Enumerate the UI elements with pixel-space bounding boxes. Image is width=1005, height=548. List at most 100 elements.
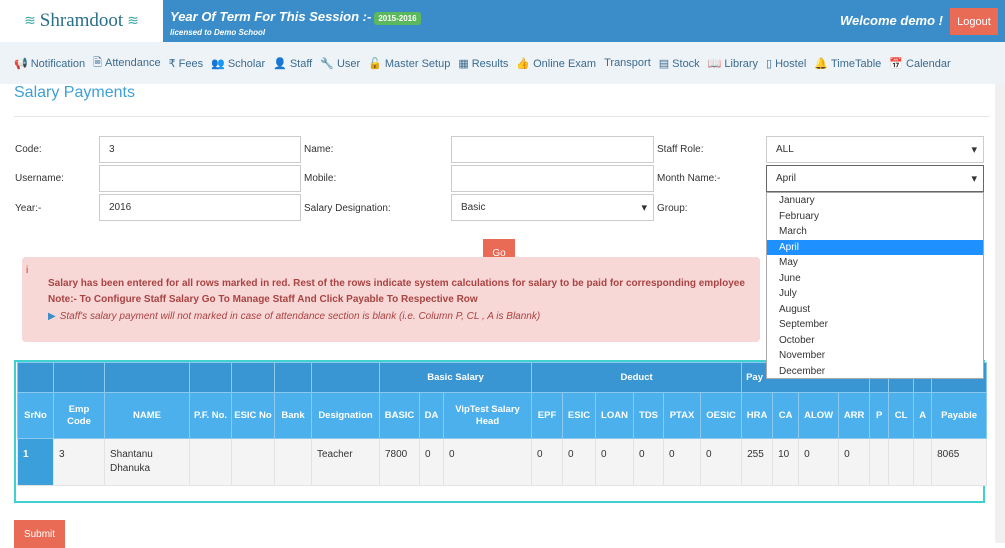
nav-item-results[interactable]: ▦ Results <box>458 57 508 70</box>
column-header: SrNo <box>17 392 54 439</box>
year-input[interactable]: 2016 <box>99 194 301 221</box>
column-header: TDS <box>633 392 665 439</box>
mobile-input[interactable] <box>451 165 654 192</box>
nav-item-scholar[interactable]: 👥 Scholar <box>211 57 265 70</box>
name-input[interactable] <box>451 136 654 163</box>
table-cell: 0 <box>700 438 743 486</box>
nav-label: Master Setup <box>384 57 451 70</box>
table-cell: 7800 <box>379 438 420 486</box>
alert-line-2: Note:- To Configure Staff Salary Go To M… <box>48 294 478 305</box>
user-icon: 👤 <box>273 57 287 70</box>
blank-header <box>231 362 275 393</box>
column-header: VipTest Salary Head <box>442 392 533 439</box>
month-option[interactable]: April <box>767 239 983 255</box>
month-option[interactable]: July <box>779 288 797 299</box>
blank-header <box>311 362 380 393</box>
unlock-icon: 🔓 <box>368 57 382 70</box>
wrench-icon: 🔧 <box>320 57 334 70</box>
info-alert: i Salary has been entered for all rows m… <box>22 257 760 342</box>
nav-label: Online Exam <box>533 57 597 70</box>
column-header: Payable <box>931 392 988 439</box>
month-label: Month Name:- <box>657 173 721 184</box>
nav-item-staff[interactable]: 👤 Staff <box>273 57 312 70</box>
table-cell: 0 <box>663 438 702 486</box>
calendar-icon: 📅 <box>889 57 904 70</box>
page-title: Salary Payments <box>14 84 135 101</box>
nav-label: User <box>336 57 361 70</box>
table-cell <box>888 438 915 486</box>
nav-label: Attendance <box>104 56 161 69</box>
nav-item-notification[interactable]: 📢 Notification <box>14 57 85 70</box>
nav-item-calendar[interactable]: 📅 Calendar <box>889 57 950 70</box>
nav-item-transport[interactable]: Transport <box>604 57 651 69</box>
table-cell: 3 <box>53 438 105 486</box>
deduct-group-header: Deduct <box>531 362 743 393</box>
username-input[interactable] <box>99 165 301 192</box>
month-option[interactable]: February <box>779 210 820 222</box>
blank-header <box>104 362 190 393</box>
year-label: Year:- <box>15 203 42 214</box>
table-cell <box>189 438 232 486</box>
table-cell: 10 <box>772 438 800 486</box>
nav-item-online-exam[interactable]: 👍 Online Exam <box>516 57 596 70</box>
rupee-icon: ₹ <box>168 57 176 70</box>
table-cell: 0 <box>595 438 635 486</box>
nav-item-hostel[interactable]: ▯ Hostel <box>766 57 806 70</box>
megaphone-icon: 📢 <box>14 57 28 70</box>
welcome-text: Welcome demo ! <box>839 13 943 28</box>
salary-table-container: Basic Salary Deduct Pay SrNo Emp Code NAME… <box>14 360 988 503</box>
logout-button[interactable]: Logout <box>950 8 998 35</box>
table-cell: 0 <box>798 438 840 486</box>
logo-text: Shramdoot <box>39 10 124 31</box>
month-option[interactable]: October <box>779 334 815 346</box>
table-cell[interactable]: 8065 <box>931 438 988 486</box>
column-header: OESIC <box>700 392 743 439</box>
nav-item-attendance[interactable]: 🗎 Attendance <box>93 54 161 73</box>
column-header: Emp Code <box>53 392 105 439</box>
table-cell <box>869 438 890 486</box>
username-label: Username: <box>15 173 64 184</box>
chart-icon: ▦ <box>458 57 469 70</box>
table-cell <box>231 438 275 486</box>
salary-table: Basic Salary Deduct Pay SrNo Emp Code NAME… <box>17 362 988 486</box>
nav-item-master-setup[interactable]: 🔓 Master Setup <box>368 57 450 70</box>
basic-salary-group-header: Basic Salary <box>378 362 533 393</box>
logo[interactable]: ≋ Shramdoot ≋ <box>0 0 163 42</box>
month-dropdown-list[interactable]: January February March April May June July Augu… <box>766 192 984 379</box>
document-icon: 🗎 <box>93 56 102 69</box>
month-option[interactable]: May <box>779 257 798 268</box>
column-header: ARR <box>838 392 871 439</box>
scrollbar[interactable] <box>995 84 1005 543</box>
nav-item-stock[interactable]: ▤ Stock <box>659 57 700 70</box>
nav-label: TimeTable <box>830 57 882 70</box>
triangle-icon: ▶ <box>48 311 56 322</box>
table-cell: 1 <box>17 438 54 486</box>
staff-role-select[interactable]: ALL <box>766 136 984 163</box>
table-cell <box>913 438 933 486</box>
bell-icon: 🔔 <box>814 57 828 70</box>
nav-item-timetable[interactable]: 🔔 TimeTable <box>814 57 881 70</box>
salary-designation-select[interactable]: Basic <box>451 194 654 221</box>
column-header: ESIC No <box>231 392 275 439</box>
month-option[interactable]: November <box>779 350 826 361</box>
month-option[interactable]: January <box>779 195 815 206</box>
nav-item-user[interactable]: 🔧 User <box>320 57 360 70</box>
nav-item-fees[interactable]: ₹ Fees <box>169 57 203 70</box>
month-option[interactable]: August <box>779 303 811 315</box>
staff-role-label: Staff Role: <box>657 144 704 155</box>
month-select[interactable]: April <box>766 165 984 192</box>
book-icon: 📖 <box>707 57 722 70</box>
month-option[interactable]: September <box>779 319 828 330</box>
table-cell: 0 <box>838 438 871 486</box>
month-option[interactable]: June <box>779 272 801 284</box>
nav-label: Fees <box>178 57 204 70</box>
nav-item-library[interactable]: 📖 Library <box>708 57 758 70</box>
submit-button[interactable]: Submit <box>14 520 65 548</box>
thumb-icon: 👍 <box>516 57 531 70</box>
name-label: Name: <box>304 144 334 155</box>
code-input[interactable]: 3 <box>99 136 301 163</box>
column-header: CA <box>772 392 800 439</box>
month-option[interactable]: December <box>779 365 826 377</box>
column-header: ESIC <box>562 392 597 439</box>
month-option[interactable]: March <box>779 226 807 237</box>
